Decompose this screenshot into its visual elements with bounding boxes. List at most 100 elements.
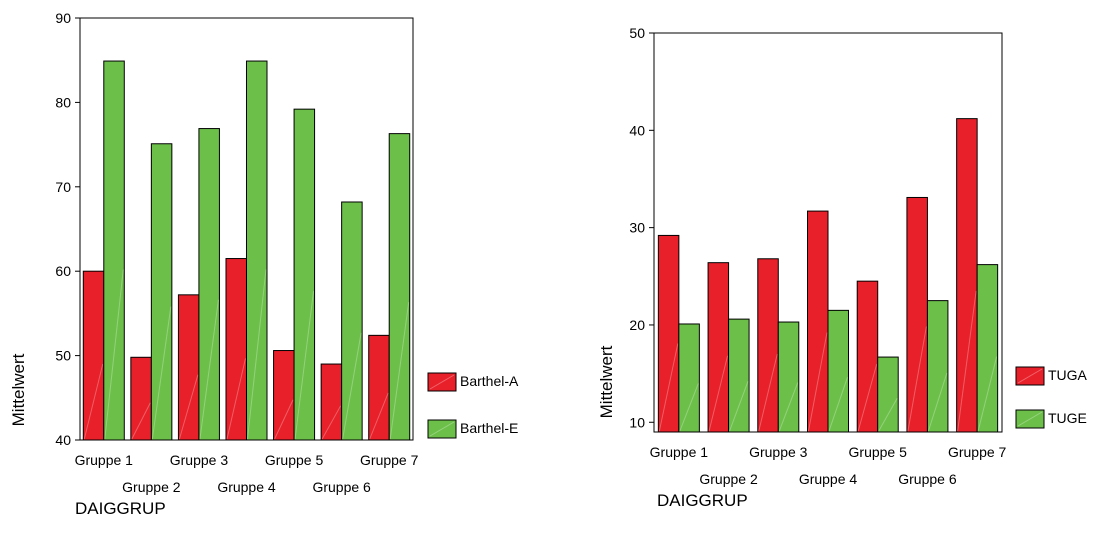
x-tick-label: Gruppe 7 (360, 452, 419, 468)
bar-highlight (758, 353, 778, 432)
bar-barthel-e-6 (341, 201, 363, 441)
bar-highlight (389, 302, 410, 440)
bar-highlight (178, 374, 199, 440)
bar-highlight (729, 381, 749, 432)
bar-highlight (658, 343, 679, 432)
x-tick-label: Gruppe 5 (265, 452, 324, 468)
x-tick-label: Gruppe 3 (170, 452, 229, 468)
bar-barthel-a-5 (273, 350, 295, 441)
legend-label-barthel-e: Barthel-E (460, 420, 518, 436)
x-tick-label: Gruppe 4 (799, 471, 858, 487)
x-axis-label: DAIGGRUP (657, 491, 748, 510)
bar-highlight (828, 377, 848, 432)
bar-tuga-1 (657, 234, 680, 433)
bar-tuge-2 (728, 318, 750, 433)
bar-barthel-a-7 (368, 334, 390, 441)
y-tick-label: 40 (55, 432, 71, 448)
y-axis-label: Mittelwert (9, 353, 28, 426)
bar-barthel-e-2 (150, 143, 173, 441)
legend-swatch-barthel-a (427, 372, 457, 392)
chart-tug: 10 20 30 40 50 Gruppe 1 Gruppe 2 Gruppe 3 Gruppe… (597, 25, 1088, 510)
x-tick-label: Gruppe 6 (312, 479, 371, 495)
y-tick-label: 80 (55, 94, 71, 110)
bar-tuge-5 (877, 356, 899, 433)
legend-swatch-highlight (429, 421, 455, 437)
bar-highlight (957, 290, 977, 432)
bar-tuge-4 (827, 309, 849, 433)
bar-barthel-e-4 (246, 60, 268, 441)
legend-swatch-barthel-e (427, 419, 457, 439)
x-tick-label: Gruppe 2 (699, 471, 758, 487)
bar-highlight (342, 332, 362, 440)
y-tick-label: 10 (629, 414, 645, 430)
bar-highlight (199, 299, 219, 440)
bar-highlight (274, 399, 294, 440)
bar-tuga-3 (757, 258, 779, 433)
bar-tuga-7 (956, 118, 978, 433)
x-tick-label: Gruppe 1 (650, 444, 709, 460)
y-tick-label: 70 (55, 179, 71, 195)
x-tick-label: Gruppe 7 (948, 444, 1007, 460)
legend-swatch-tuge (1015, 409, 1045, 429)
bar-tuga-6 (906, 196, 928, 433)
bar-barthel-e-5 (293, 108, 316, 441)
bar-barthel-e-7 (388, 133, 411, 441)
chart-barthel: 40 50 60 70 80 90 Gruppe 1 Gruppe 2 Gruppe 3 Grup… (9, 10, 519, 518)
legend-swatch-tuga (1015, 366, 1045, 386)
legend-swatch-highlight (429, 374, 455, 390)
bar-tuge-6 (926, 300, 949, 433)
x-tick-label: Gruppe 6 (898, 471, 957, 487)
bar-highlight (708, 355, 729, 432)
bar-tuga-5 (856, 280, 879, 433)
y-tick-label: 40 (629, 122, 645, 138)
bar-highlight (104, 269, 124, 440)
bar-barthel-a-4 (225, 258, 247, 441)
bar-highlight (679, 383, 699, 432)
x-tick-label: Gruppe 5 (849, 444, 908, 460)
bar-tuge-3 (777, 321, 800, 433)
bar-tuge-7 (976, 264, 999, 433)
legend-label-barthel-a: Barthel-A (460, 373, 519, 389)
bar-barthel-a-3 (177, 294, 200, 441)
y-tick-label: 50 (629, 25, 645, 41)
bar-highlight (878, 398, 898, 432)
legend-swatch-highlight (1017, 368, 1043, 384)
bar-highlight (226, 358, 246, 440)
bar-highlight (907, 326, 927, 432)
legend-label-tuga: TUGA (1048, 367, 1088, 383)
y-tick-label: 30 (629, 220, 645, 236)
bar-highlight (83, 363, 104, 440)
legend-label-tuge: TUGE (1048, 410, 1087, 426)
bar-highlight (977, 356, 998, 432)
x-axis-label: DAIGGRUP (75, 499, 166, 518)
bar-highlight (247, 269, 267, 440)
bar-highlight (927, 372, 948, 432)
y-axis-label: Mittelwert (597, 345, 616, 418)
x-tick-label: Gruppe 3 (749, 444, 808, 460)
legend-swatch-highlight (1017, 411, 1043, 427)
x-tick-label: Gruppe 4 (217, 479, 276, 495)
bar-highlight (151, 306, 172, 440)
bar-highlight (857, 363, 878, 432)
x-tick-label: Gruppe 2 (122, 479, 181, 495)
bar-highlight (808, 332, 828, 432)
bar-highlight (131, 402, 151, 440)
y-tick-label: 20 (629, 317, 645, 333)
y-tick-label: 60 (55, 263, 71, 279)
bar-barthel-a-2 (130, 356, 152, 441)
bar-barthel-a-1 (82, 270, 105, 441)
bar-highlight (321, 405, 342, 440)
bar-highlight (294, 291, 315, 440)
y-tick-label: 90 (55, 10, 71, 26)
x-tick-label: Gruppe 1 (75, 452, 134, 468)
bar-tuge-1 (678, 323, 700, 433)
bar-barthel-e-3 (198, 128, 220, 441)
bar-highlight (369, 392, 389, 440)
bar-barthel-a-6 (320, 363, 343, 441)
bar-tuga-4 (807, 210, 829, 433)
bar-barthel-e-1 (103, 60, 125, 441)
y-tick-label: 50 (55, 348, 71, 364)
bar-highlight (778, 382, 799, 432)
bar-tuga-2 (707, 262, 730, 433)
